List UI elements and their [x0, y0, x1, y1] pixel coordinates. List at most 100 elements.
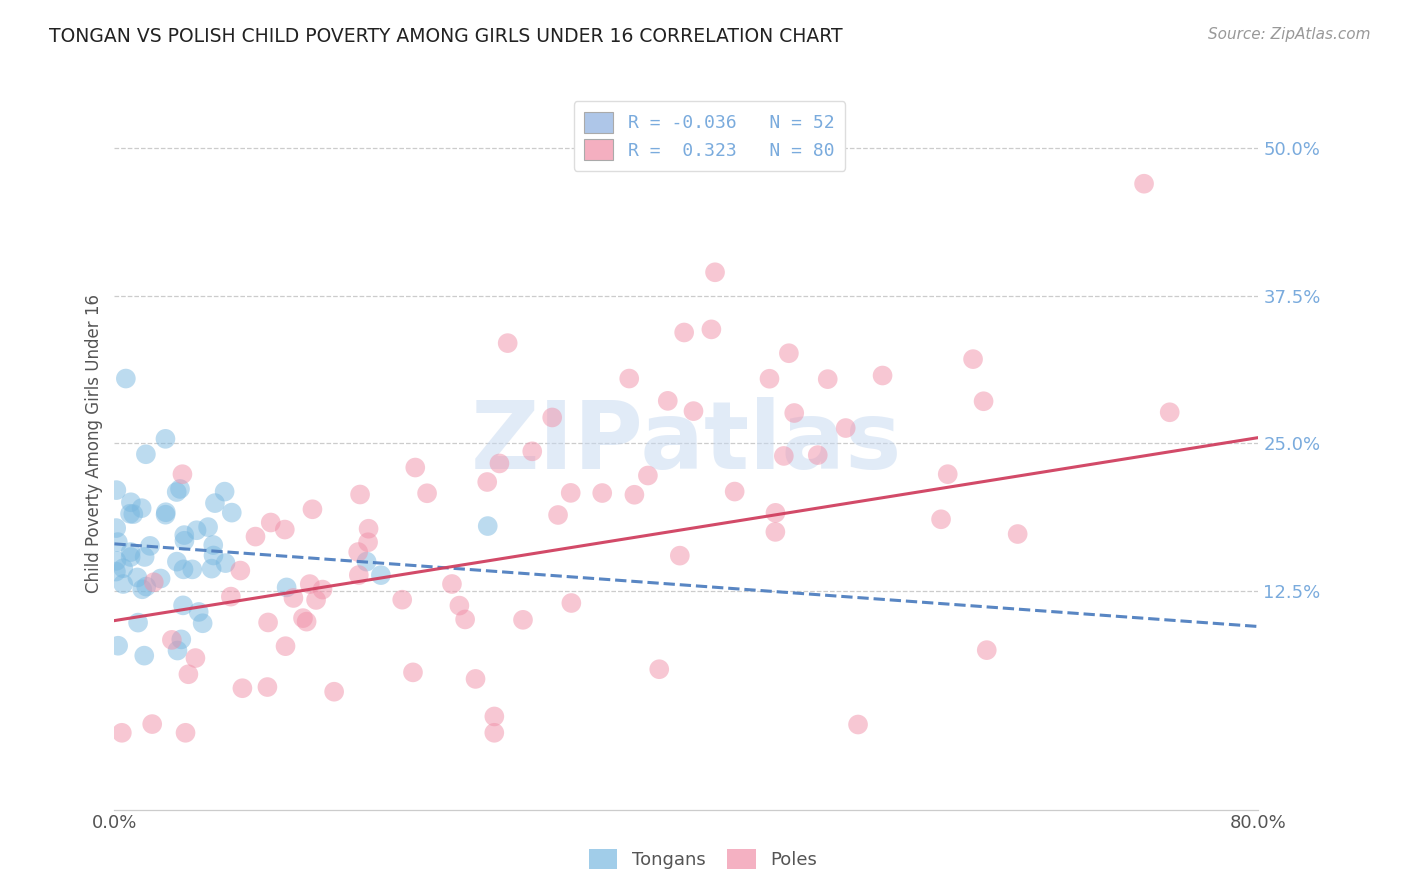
Point — [669, 549, 692, 563]
Point — [772, 449, 794, 463]
Point — [657, 393, 679, 408]
Point — [202, 538, 225, 552]
Point — [619, 371, 641, 385]
Text: ZIPatlas: ZIPatlas — [471, 398, 903, 490]
Point — [107, 535, 129, 549]
Point — [763, 524, 786, 539]
Point — [305, 593, 328, 607]
Point — [357, 535, 380, 549]
Point — [105, 554, 128, 568]
Point — [127, 615, 149, 630]
Point — [173, 528, 195, 542]
Point — [962, 352, 984, 367]
Point — [758, 372, 780, 386]
Point — [323, 684, 346, 698]
Point — [149, 572, 172, 586]
Point — [122, 507, 145, 521]
Point — [139, 539, 162, 553]
Point — [231, 681, 253, 696]
Point — [177, 667, 200, 681]
Point — [214, 484, 236, 499]
Point — [256, 680, 278, 694]
Point — [637, 468, 659, 483]
Point — [166, 643, 188, 657]
Point — [298, 577, 321, 591]
Point — [454, 612, 477, 626]
Point — [120, 549, 142, 564]
Point — [292, 611, 315, 625]
Point — [347, 568, 370, 582]
Point — [204, 496, 226, 510]
Point — [835, 421, 858, 435]
Point — [120, 507, 142, 521]
Point — [512, 613, 534, 627]
Point — [105, 483, 128, 497]
Point — [370, 568, 392, 582]
Point — [257, 615, 280, 630]
Point — [181, 562, 204, 576]
Point — [191, 616, 214, 631]
Point — [404, 460, 426, 475]
Point — [547, 508, 569, 522]
Point — [872, 368, 894, 383]
Point — [783, 406, 806, 420]
Point — [311, 582, 333, 597]
Point — [134, 648, 156, 663]
Point — [496, 336, 519, 351]
Text: Source: ZipAtlas.com: Source: ZipAtlas.com — [1208, 27, 1371, 42]
Point — [141, 717, 163, 731]
Point — [169, 482, 191, 496]
Point — [929, 512, 952, 526]
Y-axis label: Child Poverty Among Girls Under 16: Child Poverty Among Girls Under 16 — [86, 294, 103, 593]
Point — [449, 599, 471, 613]
Point — [186, 523, 208, 537]
Point — [682, 404, 704, 418]
Point — [104, 565, 127, 579]
Point — [127, 570, 149, 584]
Point — [1007, 527, 1029, 541]
Point — [349, 487, 371, 501]
Point — [817, 372, 839, 386]
Point — [172, 599, 194, 613]
Point — [160, 632, 183, 647]
Point — [704, 265, 727, 279]
Point — [120, 495, 142, 509]
Point — [187, 605, 209, 619]
Point — [131, 582, 153, 597]
Point — [260, 516, 283, 530]
Point — [202, 549, 225, 563]
Text: TONGAN VS POLISH CHILD POVERTY AMONG GIRLS UNDER 16 CORRELATION CHART: TONGAN VS POLISH CHILD POVERTY AMONG GIR… — [49, 27, 842, 45]
Point — [214, 556, 236, 570]
Point — [229, 564, 252, 578]
Point — [172, 467, 194, 482]
Point — [301, 502, 323, 516]
Point — [274, 639, 297, 653]
Point — [173, 562, 195, 576]
Point — [440, 577, 463, 591]
Point — [155, 508, 177, 522]
Legend: R = -0.036   N = 52, R =  0.323   N = 80: R = -0.036 N = 52, R = 0.323 N = 80 — [574, 101, 845, 170]
Point — [166, 555, 188, 569]
Point — [700, 322, 723, 336]
Point — [276, 581, 298, 595]
Point — [484, 709, 506, 723]
Point — [221, 506, 243, 520]
Point — [976, 643, 998, 657]
Point — [135, 580, 157, 594]
Point — [488, 457, 510, 471]
Point — [477, 475, 499, 489]
Point — [245, 530, 267, 544]
Point — [391, 592, 413, 607]
Point — [155, 505, 177, 519]
Point — [197, 520, 219, 534]
Point — [357, 522, 380, 536]
Point — [541, 410, 564, 425]
Point — [936, 467, 959, 482]
Point — [274, 523, 297, 537]
Point — [155, 432, 177, 446]
Point — [112, 561, 135, 575]
Point — [173, 533, 195, 548]
Point — [142, 575, 165, 590]
Point — [134, 549, 156, 564]
Point — [522, 444, 544, 458]
